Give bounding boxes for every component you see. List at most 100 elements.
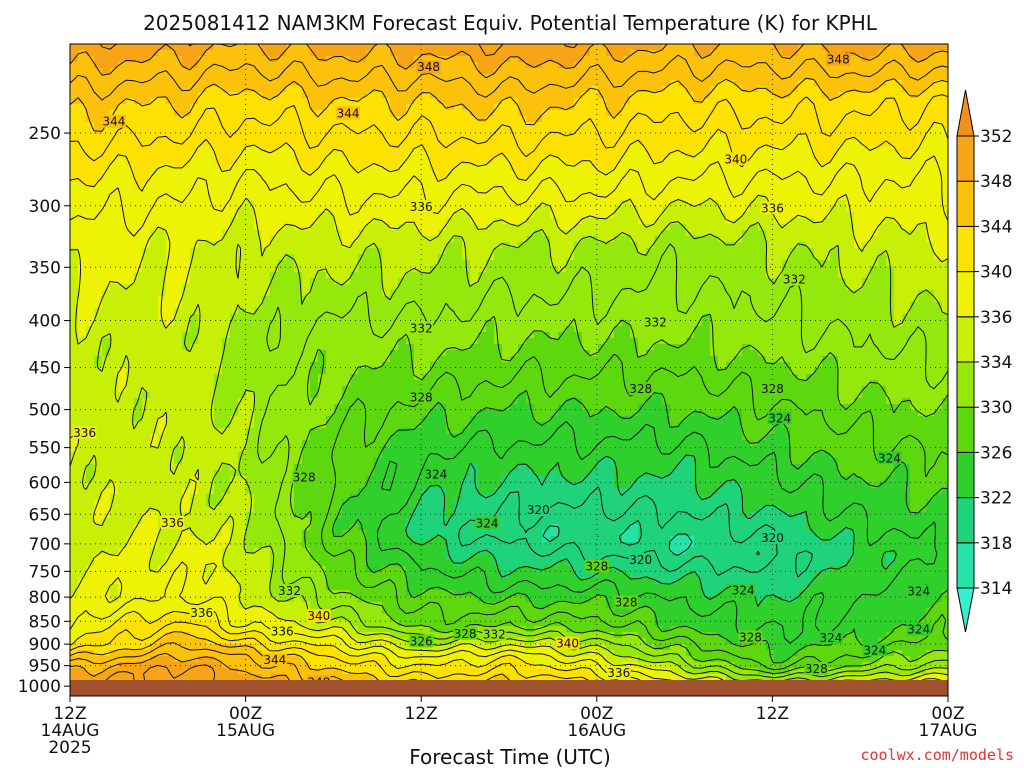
field-cell: [70, 104, 79, 111]
field-cell: [486, 68, 495, 75]
field-cell: [230, 170, 239, 177]
field-cell: [262, 302, 271, 309]
field-cell: [710, 110, 719, 117]
field-cell: [478, 44, 487, 51]
field-cell: [478, 146, 487, 153]
field-cell: [398, 146, 407, 153]
field-cell: [702, 134, 711, 141]
field-cell: [646, 170, 655, 177]
field-cell: [270, 194, 279, 201]
field-cell: [862, 176, 871, 183]
field-cell: [118, 110, 127, 117]
field-cell: [942, 260, 948, 267]
field-cell: [494, 128, 503, 135]
field-cell: [742, 296, 751, 303]
field-cell: [694, 200, 703, 207]
field-cell: [246, 230, 255, 237]
field-cell: [470, 260, 479, 267]
field-cell: [70, 50, 79, 57]
field-cell: [454, 260, 463, 267]
field-cell: [102, 80, 111, 87]
field-cell: [318, 302, 327, 309]
field-cell: [870, 98, 879, 105]
field-cell: [246, 44, 255, 51]
field-cell: [294, 230, 303, 237]
field-cell: [214, 230, 223, 237]
field-cell: [558, 176, 567, 183]
field-cell: [566, 80, 575, 87]
field-cell: [494, 164, 503, 171]
field-cell: [902, 200, 911, 207]
field-cell: [758, 68, 767, 75]
field-cell: [334, 254, 343, 261]
field-cell: [646, 254, 655, 261]
field-cell: [502, 68, 511, 75]
field-cell: [838, 86, 847, 93]
field-cell: [270, 86, 279, 93]
field-cell: [598, 92, 607, 99]
field-cell: [702, 140, 711, 147]
field-cell: [318, 116, 327, 123]
field-cell: [598, 266, 607, 273]
field-cell: [742, 230, 751, 237]
field-cell: [222, 98, 231, 105]
field-cell: [78, 164, 87, 171]
field-cell: [518, 152, 527, 159]
field-cell: [550, 278, 559, 285]
field-cell: [814, 128, 823, 135]
field-cell: [526, 98, 535, 105]
field-cell: [526, 278, 535, 285]
field-cell: [542, 110, 551, 117]
field-cell: [790, 302, 799, 309]
field-cell: [174, 176, 183, 183]
field-cell: [406, 140, 415, 147]
field-cell: [606, 248, 615, 255]
field-cell: [70, 86, 79, 93]
field-cell: [926, 284, 935, 291]
field-cell: [350, 86, 359, 93]
field-cell: [870, 278, 879, 285]
field-cell: [318, 224, 327, 231]
field-cell: [438, 272, 447, 279]
field-cell: [670, 278, 679, 285]
field-cell: [190, 98, 199, 105]
field-cell: [654, 80, 663, 87]
field-cell: [942, 110, 948, 117]
field-cell: [566, 308, 575, 315]
field-cell: [646, 110, 655, 117]
field-cell: [174, 254, 183, 261]
field-cell: [318, 308, 327, 315]
field-cell: [870, 158, 879, 165]
field-cell: [854, 296, 863, 303]
field-cell: [718, 236, 727, 243]
field-cell: [414, 314, 423, 321]
field-cell: [878, 68, 887, 75]
field-cell: [366, 200, 375, 207]
field-cell: [278, 116, 287, 123]
field-cell: [366, 308, 375, 315]
field-cell: [742, 86, 751, 93]
field-cell: [222, 74, 231, 81]
field-cell: [710, 122, 719, 129]
field-cell: [454, 200, 463, 207]
field-cell: [214, 194, 223, 201]
field-cell: [422, 146, 431, 153]
field-cell: [310, 80, 319, 87]
field-cell: [838, 104, 847, 111]
field-cell: [182, 254, 191, 261]
field-cell: [222, 140, 231, 147]
field-cell: [702, 98, 711, 105]
field-cell: [126, 236, 135, 243]
field-cell: [814, 290, 823, 297]
field-cell: [590, 50, 599, 57]
field-cell: [134, 86, 143, 93]
field-cell: [542, 74, 551, 81]
field-cell: [126, 248, 135, 255]
field-cell: [526, 188, 535, 195]
field-cell: [854, 104, 863, 111]
field-cell: [430, 44, 439, 51]
field-cell: [102, 254, 111, 261]
field-cell: [566, 284, 575, 291]
field-cell: [334, 200, 343, 207]
field-cell: [798, 134, 807, 141]
